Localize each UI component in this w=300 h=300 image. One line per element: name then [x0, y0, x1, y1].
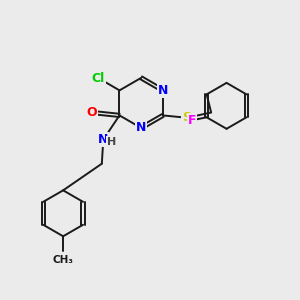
Text: F: F	[188, 114, 196, 127]
Text: N: N	[98, 133, 109, 146]
Text: S: S	[182, 111, 191, 124]
Text: H: H	[107, 137, 116, 147]
Text: N: N	[136, 122, 146, 134]
Text: Cl: Cl	[92, 71, 105, 85]
Text: CH₃: CH₃	[52, 255, 74, 266]
Text: N: N	[158, 84, 168, 97]
Text: O: O	[86, 106, 97, 119]
